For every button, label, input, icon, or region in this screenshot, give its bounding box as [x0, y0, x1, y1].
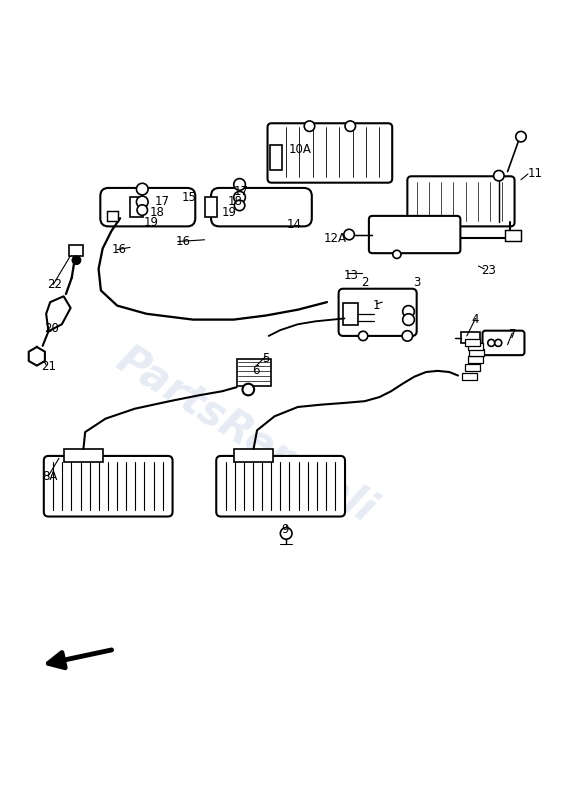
Bar — [107, 211, 118, 221]
FancyBboxPatch shape — [482, 330, 524, 355]
Circle shape — [234, 178, 245, 190]
FancyBboxPatch shape — [216, 456, 345, 517]
Bar — [130, 198, 143, 217]
Text: 10A: 10A — [289, 143, 312, 156]
Circle shape — [344, 230, 354, 240]
Text: 13: 13 — [343, 269, 358, 282]
FancyBboxPatch shape — [267, 123, 392, 182]
Circle shape — [242, 384, 254, 395]
Text: 19: 19 — [222, 206, 237, 219]
Bar — [343, 303, 358, 326]
Text: 14: 14 — [286, 218, 301, 230]
Text: 18: 18 — [150, 206, 164, 219]
FancyBboxPatch shape — [369, 216, 460, 253]
Bar — [237, 359, 271, 386]
Circle shape — [304, 121, 315, 131]
Bar — [234, 449, 273, 462]
Circle shape — [403, 306, 415, 318]
Bar — [270, 146, 282, 170]
Circle shape — [393, 250, 401, 258]
Text: 6: 6 — [252, 364, 260, 378]
Text: 3: 3 — [413, 276, 420, 289]
Text: PartsRepubli: PartsRepubli — [109, 338, 383, 531]
Text: 20: 20 — [44, 322, 59, 335]
Text: 1: 1 — [373, 299, 380, 312]
Bar — [69, 245, 84, 255]
Bar — [505, 230, 521, 241]
Polygon shape — [29, 347, 45, 366]
Bar — [465, 339, 480, 346]
Bar — [469, 350, 484, 356]
Text: 17: 17 — [155, 195, 170, 209]
Text: 16: 16 — [175, 235, 190, 248]
Circle shape — [495, 339, 502, 346]
Circle shape — [234, 200, 245, 210]
FancyBboxPatch shape — [339, 289, 416, 336]
Bar — [64, 449, 103, 462]
Text: 23: 23 — [481, 264, 496, 277]
Circle shape — [345, 121, 356, 131]
Polygon shape — [46, 296, 71, 331]
Bar — [468, 356, 483, 363]
Text: 11: 11 — [528, 167, 543, 181]
FancyBboxPatch shape — [408, 176, 515, 226]
Text: 5: 5 — [262, 351, 269, 365]
FancyBboxPatch shape — [44, 456, 172, 517]
Bar — [465, 364, 480, 371]
Text: 17: 17 — [234, 185, 249, 198]
Circle shape — [403, 314, 415, 326]
Text: 15: 15 — [181, 190, 196, 204]
Text: 21: 21 — [41, 360, 57, 373]
Text: 16: 16 — [112, 243, 126, 256]
Text: 18: 18 — [228, 195, 243, 209]
Circle shape — [516, 131, 526, 142]
Circle shape — [137, 205, 148, 215]
Bar — [204, 198, 217, 217]
Circle shape — [488, 339, 495, 346]
Text: 19: 19 — [144, 216, 158, 229]
FancyBboxPatch shape — [100, 188, 195, 226]
Circle shape — [402, 330, 413, 341]
Text: 4: 4 — [471, 313, 479, 326]
Circle shape — [359, 331, 368, 341]
Circle shape — [137, 183, 148, 195]
Bar — [461, 333, 480, 343]
Text: 2: 2 — [361, 276, 369, 289]
Text: 9: 9 — [281, 523, 289, 536]
Circle shape — [137, 196, 148, 208]
Circle shape — [234, 191, 245, 203]
Text: 22: 22 — [47, 278, 62, 291]
Text: 8A: 8A — [43, 470, 58, 483]
Circle shape — [493, 170, 504, 181]
Text: 12A: 12A — [324, 231, 347, 245]
Circle shape — [280, 527, 292, 539]
FancyBboxPatch shape — [211, 188, 312, 226]
Bar — [468, 343, 483, 350]
Bar — [462, 373, 477, 380]
Circle shape — [72, 256, 81, 264]
Text: 7: 7 — [509, 328, 516, 342]
